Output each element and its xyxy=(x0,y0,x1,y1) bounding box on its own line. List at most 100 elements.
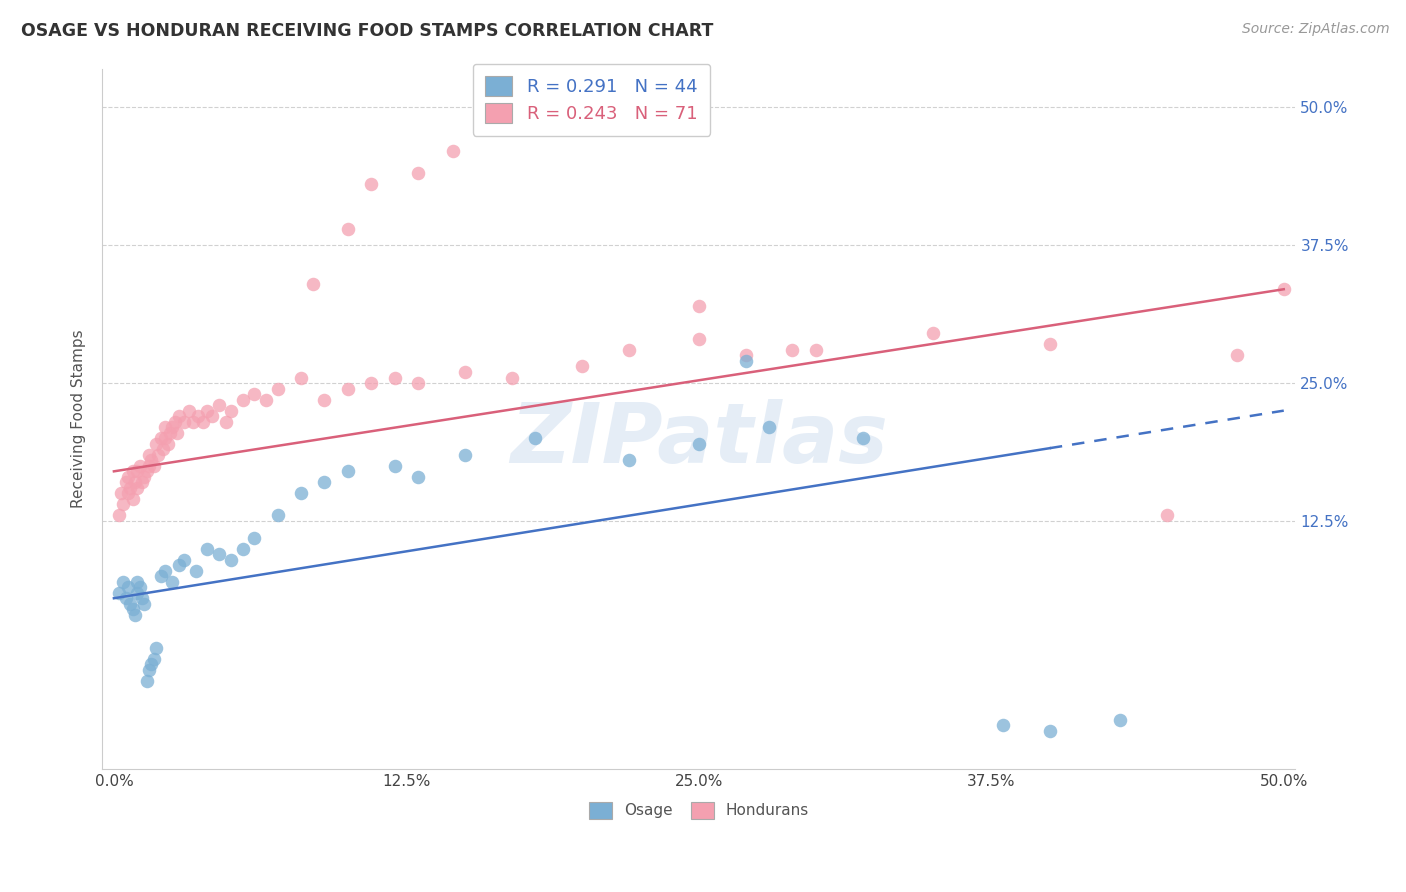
Point xyxy=(155,431,177,445)
Point xyxy=(406,470,429,484)
Point xyxy=(290,370,312,384)
Point xyxy=(782,343,804,357)
Point xyxy=(571,359,593,374)
Point xyxy=(149,431,172,445)
Point xyxy=(110,486,132,500)
Point xyxy=(152,442,174,457)
Point xyxy=(114,475,136,490)
Point xyxy=(121,491,143,506)
Point xyxy=(197,403,219,417)
Point xyxy=(117,486,139,500)
Point xyxy=(301,277,323,291)
Point xyxy=(454,448,477,462)
Point xyxy=(758,420,780,434)
Point xyxy=(1226,348,1249,362)
Point xyxy=(617,453,640,467)
Point xyxy=(734,354,756,368)
Point xyxy=(169,409,191,424)
Point xyxy=(187,409,209,424)
Text: OSAGE VS HONDURAN RECEIVING FOOD STAMPS CORRELATION CHART: OSAGE VS HONDURAN RECEIVING FOOD STAMPS … xyxy=(21,22,713,40)
Point xyxy=(219,552,242,566)
Point xyxy=(131,591,153,606)
Point xyxy=(254,392,277,407)
Point xyxy=(117,470,139,484)
Point xyxy=(921,326,943,341)
Point xyxy=(1272,282,1295,296)
Point xyxy=(120,481,142,495)
Point xyxy=(173,552,195,566)
Point xyxy=(128,458,150,473)
Point xyxy=(232,541,254,556)
Point xyxy=(336,221,359,235)
Legend: Osage, Hondurans: Osage, Hondurans xyxy=(582,796,815,825)
Point xyxy=(314,392,336,407)
Point xyxy=(134,597,156,611)
Point xyxy=(1156,508,1178,523)
Point xyxy=(149,569,172,583)
Point xyxy=(141,453,163,467)
Point xyxy=(208,547,231,561)
Point xyxy=(124,475,146,490)
Point xyxy=(112,498,135,512)
Point xyxy=(384,458,406,473)
Point xyxy=(201,409,224,424)
Point xyxy=(191,415,214,429)
Point xyxy=(155,420,177,434)
Point xyxy=(142,652,165,666)
Point xyxy=(384,370,406,384)
Point xyxy=(406,376,429,390)
Point xyxy=(112,574,135,589)
Point xyxy=(267,508,290,523)
Point xyxy=(454,365,477,379)
Point xyxy=(134,470,156,484)
Point xyxy=(159,425,181,440)
Point xyxy=(148,448,170,462)
Point xyxy=(290,486,312,500)
Point xyxy=(441,145,464,159)
Point xyxy=(208,398,231,412)
Point xyxy=(107,585,129,599)
Point xyxy=(688,299,710,313)
Point xyxy=(121,602,143,616)
Point xyxy=(688,332,710,346)
Point xyxy=(163,415,186,429)
Point xyxy=(155,564,177,578)
Point xyxy=(145,436,167,450)
Point xyxy=(131,475,153,490)
Point xyxy=(360,376,382,390)
Point xyxy=(138,458,160,473)
Point xyxy=(127,585,149,599)
Point xyxy=(524,431,547,445)
Point xyxy=(1039,723,1062,738)
Point xyxy=(360,178,382,192)
Point xyxy=(804,343,827,357)
Point xyxy=(169,558,191,573)
Point xyxy=(734,348,756,362)
Point xyxy=(617,343,640,357)
Point xyxy=(314,475,336,490)
Point xyxy=(138,663,160,677)
Point xyxy=(138,448,160,462)
Point xyxy=(107,508,129,523)
Point xyxy=(166,425,188,440)
Point xyxy=(142,458,165,473)
Point xyxy=(120,597,142,611)
Point xyxy=(135,673,157,688)
Point xyxy=(135,464,157,478)
Point xyxy=(141,657,163,672)
Point xyxy=(114,591,136,606)
Point xyxy=(127,481,149,495)
Point xyxy=(127,574,149,589)
Point xyxy=(406,166,429,180)
Point xyxy=(128,580,150,594)
Point xyxy=(117,580,139,594)
Point xyxy=(501,370,523,384)
Point xyxy=(991,718,1014,732)
Point xyxy=(197,541,219,556)
Point xyxy=(336,382,359,396)
Point xyxy=(162,420,184,434)
Point xyxy=(219,403,242,417)
Point xyxy=(127,464,149,478)
Point xyxy=(852,431,875,445)
Point xyxy=(243,387,266,401)
